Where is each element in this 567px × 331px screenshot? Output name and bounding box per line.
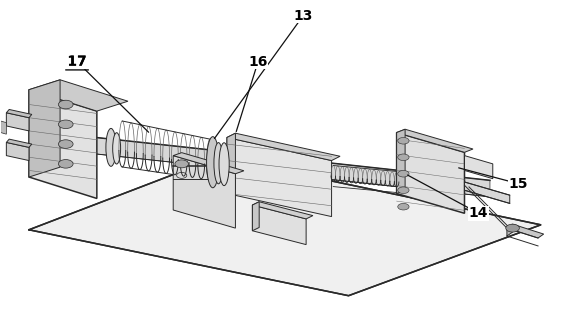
Circle shape (58, 120, 73, 128)
Polygon shape (173, 156, 235, 228)
Circle shape (175, 160, 188, 168)
Polygon shape (507, 224, 544, 238)
Circle shape (398, 187, 409, 194)
Polygon shape (6, 142, 29, 161)
Polygon shape (397, 132, 464, 213)
Text: 14: 14 (469, 206, 488, 220)
Ellipse shape (219, 143, 229, 186)
Polygon shape (227, 133, 340, 161)
Circle shape (506, 224, 519, 232)
Ellipse shape (113, 133, 121, 164)
Polygon shape (507, 224, 513, 236)
Text: 17: 17 (67, 55, 87, 69)
Polygon shape (6, 139, 32, 147)
Circle shape (398, 204, 409, 210)
Polygon shape (29, 157, 541, 296)
Circle shape (398, 170, 409, 177)
Polygon shape (1, 121, 6, 134)
Polygon shape (29, 90, 97, 199)
Polygon shape (464, 156, 493, 179)
Polygon shape (6, 113, 29, 131)
Polygon shape (252, 202, 313, 219)
Text: 15: 15 (509, 177, 528, 191)
Text: 13: 13 (294, 9, 313, 23)
Polygon shape (29, 80, 60, 177)
Circle shape (398, 154, 409, 161)
Circle shape (398, 137, 409, 144)
Polygon shape (227, 133, 235, 194)
Ellipse shape (106, 128, 116, 166)
Polygon shape (464, 182, 510, 204)
Circle shape (58, 140, 73, 148)
Polygon shape (227, 137, 332, 216)
Polygon shape (252, 205, 306, 245)
Circle shape (58, 160, 73, 168)
Ellipse shape (214, 143, 223, 184)
Text: 16: 16 (248, 55, 268, 69)
Polygon shape (66, 134, 490, 197)
Polygon shape (6, 110, 32, 118)
Polygon shape (397, 129, 405, 194)
Polygon shape (397, 129, 473, 152)
Circle shape (58, 100, 73, 109)
Polygon shape (252, 202, 259, 231)
Polygon shape (173, 153, 244, 174)
Ellipse shape (206, 137, 219, 188)
Polygon shape (29, 80, 128, 111)
